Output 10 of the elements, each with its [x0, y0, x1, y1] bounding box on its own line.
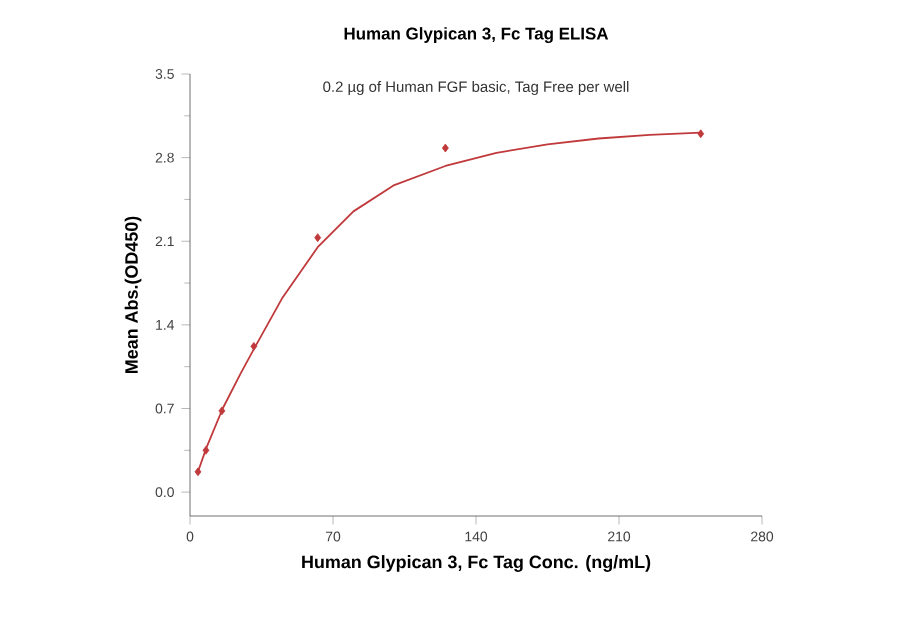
y-axis-title: Mean Abs.(OD450) [124, 216, 142, 374]
point [194, 467, 202, 477]
x-axis-title: Human Glypican 3, Fc Tag Conc. (ng/mL) [302, 555, 651, 572]
point [441, 143, 449, 153]
point [202, 445, 210, 455]
chart-title: Human Glypican 3, Fc Tag ELISA [344, 27, 609, 44]
point [250, 341, 258, 351]
point [314, 233, 322, 243]
point [218, 406, 226, 416]
point [697, 129, 705, 139]
